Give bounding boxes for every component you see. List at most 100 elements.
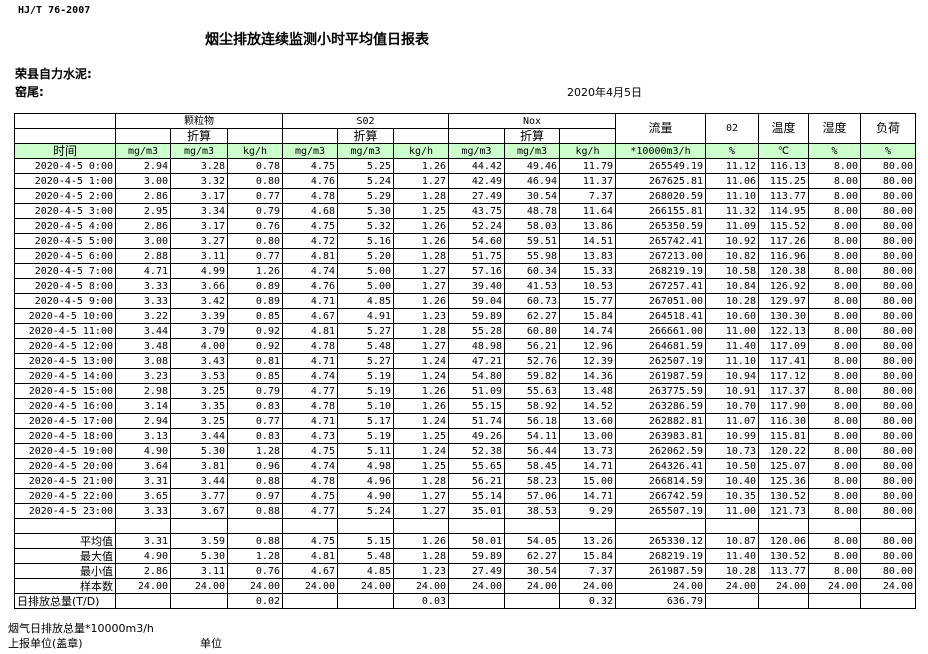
- temperature-header: 温度: [758, 113, 809, 144]
- value-cell: 265507.19: [615, 503, 706, 519]
- value-cell: 5.30: [170, 443, 228, 459]
- summary-row: 最小值 2.86 3.11 0.76 4.67 4.85 1.23 27.49 30.54 7.3…: [14, 563, 916, 579]
- summary-row: 最大值 4.90 5.30 1.28 4.81 5.48 1.28 59.89 62.27 15.…: [14, 548, 916, 564]
- time-cell: 2020-4-5 17:00: [14, 413, 116, 429]
- value-cell: 8.00: [808, 473, 861, 489]
- time-cell: 2020-4-5 19:00: [14, 443, 116, 459]
- summary-label: 最小值: [14, 563, 116, 579]
- value-cell: 5.00: [337, 278, 394, 294]
- value-cell: 8.00: [808, 188, 861, 204]
- value-cell: 121.73: [758, 503, 809, 519]
- value-cell: 1.28: [393, 188, 449, 204]
- value-cell: 0.88: [227, 473, 283, 489]
- value-cell: 5.20: [337, 248, 394, 264]
- summary-value: 59.89: [448, 548, 505, 564]
- summary-value: 4.67: [282, 563, 338, 579]
- value-cell: 30.54: [504, 188, 560, 204]
- blank-cell: [115, 128, 171, 144]
- value-cell: 1.27: [393, 488, 449, 504]
- table-row: 2020-4-5 17:00 2.94 3.25 0.77 4.71 5.17 1.24 51…: [14, 413, 916, 429]
- blank-cell: [282, 518, 338, 534]
- value-cell: 8.00: [808, 323, 861, 339]
- summary-value: 24.00: [615, 578, 706, 594]
- value-cell: 2.86: [115, 188, 171, 204]
- value-cell: 8.00: [808, 158, 861, 174]
- table-row: 2020-4-5 2:00 2.86 3.17 0.77 4.78 5.29 1.28 27.…: [14, 188, 916, 204]
- value-cell: 80.00: [860, 173, 916, 189]
- value-cell: 1.27: [393, 338, 449, 354]
- blank-cell: [115, 518, 171, 534]
- value-cell: 4.74: [282, 458, 338, 474]
- value-cell: 1.28: [393, 248, 449, 264]
- value-cell: 0.81: [227, 353, 283, 369]
- blank-cell: [504, 518, 560, 534]
- summary-value: 268219.19: [615, 548, 706, 564]
- nox-converted-header: 折算: [504, 128, 560, 144]
- value-cell: 13.73: [559, 443, 616, 459]
- summary-value: 5.15: [337, 533, 394, 549]
- value-cell: 3.08: [115, 353, 171, 369]
- value-cell: 4.81: [282, 323, 338, 339]
- header-row-groups: 颗粒物 S02 Nox 流量 02 温度 湿度 负荷: [14, 113, 916, 144]
- value-cell: 5.29: [337, 188, 394, 204]
- value-cell: 262062.59: [615, 443, 706, 459]
- value-cell: 116.13: [758, 158, 809, 174]
- value-cell: 57.16: [448, 263, 505, 279]
- blank-cell: [14, 518, 116, 534]
- table-row: 2020-4-5 21:00 3.31 3.44 0.88 4.78 4.96 1.28 56…: [14, 473, 916, 489]
- value-cell: 0.83: [227, 428, 283, 444]
- value-cell: 56.21: [504, 338, 560, 354]
- value-cell: 15.00: [559, 473, 616, 489]
- value-cell: 80.00: [860, 488, 916, 504]
- value-cell: 54.60: [448, 233, 505, 249]
- value-cell: 54.11: [504, 428, 560, 444]
- summary-value: [808, 593, 861, 609]
- flow-header: 流量: [615, 113, 706, 144]
- summary-value: [170, 593, 228, 609]
- value-cell: 113.77: [758, 188, 809, 204]
- value-cell: 5.25: [337, 158, 394, 174]
- value-cell: 10.92: [705, 233, 759, 249]
- value-cell: 1.23: [393, 308, 449, 324]
- value-cell: 11.32: [705, 203, 759, 219]
- table-row: 2020-4-5 4:00 2.86 3.17 0.76 4.75 5.32 1.26 52.…: [14, 218, 916, 234]
- value-cell: 11.00: [705, 503, 759, 519]
- value-cell: 80.00: [860, 503, 916, 519]
- summary-value: [282, 593, 338, 609]
- value-cell: 10.40: [705, 473, 759, 489]
- value-cell: 3.44: [170, 473, 228, 489]
- value-cell: 4.85: [337, 293, 394, 309]
- value-cell: 4.72: [282, 233, 338, 249]
- value-cell: 10.28: [705, 293, 759, 309]
- table-row: 2020-4-5 14:00 3.23 3.53 0.85 4.74 5.19 1.24 54…: [14, 368, 916, 384]
- value-cell: 35.01: [448, 503, 505, 519]
- blank-cell: [808, 518, 861, 534]
- value-cell: 125.07: [758, 458, 809, 474]
- table-row: 2020-4-5 20:00 3.64 3.81 0.96 4.74 4.98 1.25 55…: [14, 458, 916, 474]
- value-cell: 266814.59: [615, 473, 706, 489]
- value-cell: 12.39: [559, 353, 616, 369]
- value-cell: 60.80: [504, 323, 560, 339]
- value-cell: 3.67: [170, 503, 228, 519]
- value-cell: 8.00: [808, 218, 861, 234]
- value-cell: 4.71: [115, 263, 171, 279]
- time-cell: 2020-4-5 7:00: [14, 263, 116, 279]
- table-row: 2020-4-5 10:00 3.22 3.39 0.85 4.67 4.91 1.23 59…: [14, 308, 916, 324]
- value-cell: 120.22: [758, 443, 809, 459]
- value-cell: 80.00: [860, 398, 916, 414]
- time-cell: 2020-4-5 15:00: [14, 383, 116, 399]
- blank-cell: [393, 128, 449, 144]
- value-cell: 4.00: [170, 338, 228, 354]
- value-cell: 4.90: [337, 488, 394, 504]
- value-cell: 5.24: [337, 503, 394, 519]
- value-cell: 8.00: [808, 368, 861, 384]
- value-cell: 262507.19: [615, 353, 706, 369]
- value-cell: 44.42: [448, 158, 505, 174]
- table-row: 2020-4-5 0:00 2.94 3.28 0.78 4.75 5.25 1.26 44.…: [14, 158, 916, 174]
- value-cell: 266742.59: [615, 488, 706, 504]
- blank-cell: [227, 128, 283, 144]
- nox-header: Nox: [448, 113, 616, 129]
- value-cell: 0.80: [227, 173, 283, 189]
- value-cell: 2.95: [115, 203, 171, 219]
- time-cell: 2020-4-5 8:00: [14, 278, 116, 294]
